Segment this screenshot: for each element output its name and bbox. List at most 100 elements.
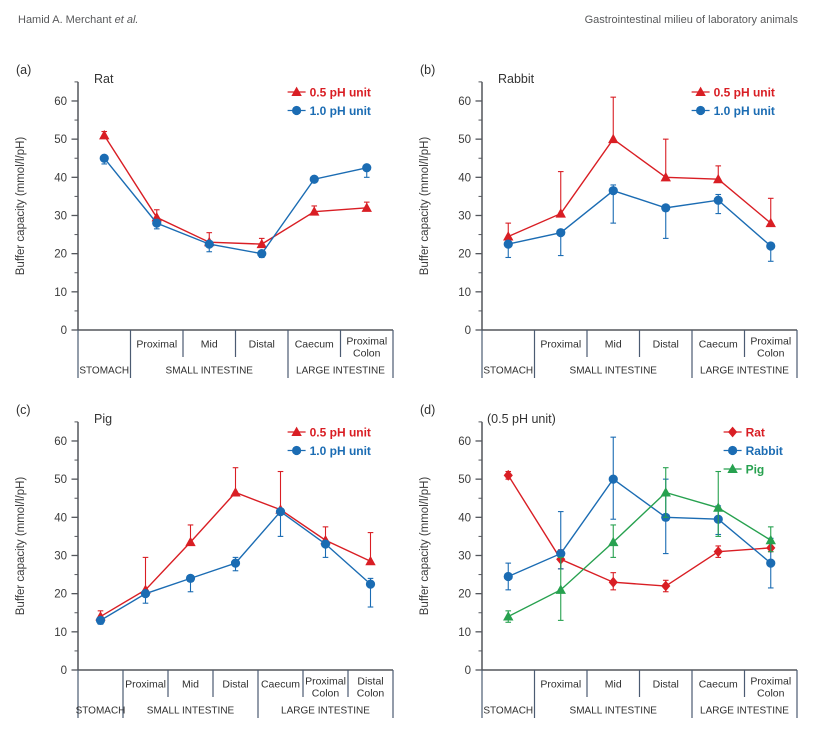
svg-text:Pig: Pig <box>746 463 765 477</box>
svg-text:Colon: Colon <box>757 688 785 700</box>
svg-text:10: 10 <box>54 287 67 299</box>
svg-text:0: 0 <box>61 665 67 677</box>
svg-text:Buffer capacity (mmol/l/pH): Buffer capacity (mmol/l/pH) <box>15 477 27 616</box>
svg-text:50: 50 <box>54 134 67 146</box>
svg-text:Mid: Mid <box>605 339 622 351</box>
svg-text:Caecum: Caecum <box>699 679 738 691</box>
svg-text:Proximal: Proximal <box>750 336 791 348</box>
svg-text:20: 20 <box>54 589 67 601</box>
svg-text:20: 20 <box>54 249 67 261</box>
svg-text:0: 0 <box>465 325 471 337</box>
svg-text:30: 30 <box>458 210 471 222</box>
svg-text:Colon: Colon <box>353 348 381 360</box>
svg-text:40: 40 <box>458 512 471 524</box>
chart-panel-d-comparison: (d) 0 10 20 30 40 50 60 Buffer capacity (mmol/l/… <box>412 394 810 732</box>
svg-text:SMALL INTESTINE: SMALL INTESTINE <box>147 706 235 717</box>
svg-text:SMALL INTESTINE: SMALL INTESTINE <box>570 366 658 377</box>
svg-text:LARGE INTESTINE: LARGE INTESTINE <box>281 706 370 717</box>
svg-text:(d): (d) <box>420 403 435 417</box>
chart-panel-a-rat: (a) 0 10 20 30 40 50 60 Buffer capacity (mmol/l/… <box>8 54 406 392</box>
svg-text:Proximal: Proximal <box>750 676 791 688</box>
svg-text:Distal: Distal <box>653 339 679 351</box>
svg-text:60: 60 <box>54 96 67 108</box>
svg-text:Distal: Distal <box>222 679 248 691</box>
chart-panel-b-rabbit: (b) 0 10 20 30 40 50 60 Buffer capacity (mmol/l/… <box>412 54 810 392</box>
svg-text:40: 40 <box>458 172 471 184</box>
svg-text:30: 30 <box>458 550 471 562</box>
svg-text:Proximal: Proximal <box>346 336 387 348</box>
svg-text:SMALL INTESTINE: SMALL INTESTINE <box>166 366 254 377</box>
author-name: Hamid A. Merchant <box>18 14 115 26</box>
svg-text:Distal: Distal <box>357 676 383 688</box>
svg-text:40: 40 <box>54 512 67 524</box>
svg-text:Proximal: Proximal <box>540 679 581 691</box>
chart-svg-c: (c) 0 10 20 30 40 50 60 Buffer capacity (mmol/l/… <box>15 403 394 718</box>
svg-text:30: 30 <box>54 210 67 222</box>
svg-text:0: 0 <box>465 665 471 677</box>
svg-text:Rabbit: Rabbit <box>746 444 783 458</box>
svg-text:50: 50 <box>458 134 471 146</box>
svg-text:Proximal: Proximal <box>136 339 177 351</box>
svg-text:60: 60 <box>458 96 471 108</box>
svg-text:Colon: Colon <box>357 688 385 700</box>
svg-text:Caecum: Caecum <box>261 679 300 691</box>
svg-text:Caecum: Caecum <box>295 339 334 351</box>
svg-text:Proximal: Proximal <box>540 339 581 351</box>
svg-text:20: 20 <box>458 589 471 601</box>
svg-text:0.5 pH unit: 0.5 pH unit <box>310 426 371 440</box>
svg-text:Buffer capacity (mmol/l/pH): Buffer capacity (mmol/l/pH) <box>419 477 431 616</box>
svg-text:1.0 pH unit: 1.0 pH unit <box>310 104 371 118</box>
running-head-title: Gastrointestinal milieu of laboratory an… <box>584 14 798 26</box>
svg-text:10: 10 <box>54 627 67 639</box>
svg-text:10: 10 <box>458 627 471 639</box>
svg-text:0.5 pH unit: 0.5 pH unit <box>310 86 371 100</box>
svg-text:Mid: Mid <box>182 679 199 691</box>
svg-text:LARGE INTESTINE: LARGE INTESTINE <box>700 706 789 717</box>
svg-text:Colon: Colon <box>312 688 340 700</box>
running-head-author: Hamid A. Merchant et al. <box>18 14 138 26</box>
svg-text:Pig: Pig <box>94 412 112 426</box>
svg-text:Colon: Colon <box>757 348 785 360</box>
svg-text:STOMACH: STOMACH <box>483 706 533 717</box>
svg-text:LARGE INTESTINE: LARGE INTESTINE <box>296 366 385 377</box>
svg-text:STOMACH: STOMACH <box>79 366 129 377</box>
svg-text:LARGE INTESTINE: LARGE INTESTINE <box>700 366 789 377</box>
svg-text:Distal: Distal <box>249 339 275 351</box>
svg-text:0.5 pH unit: 0.5 pH unit <box>714 86 775 100</box>
svg-text:Buffer capacity (mmol/l/pH): Buffer capacity (mmol/l/pH) <box>419 137 431 276</box>
svg-text:(c): (c) <box>16 403 31 417</box>
svg-text:Mid: Mid <box>201 339 218 351</box>
svg-text:50: 50 <box>54 474 67 486</box>
svg-text:1.0 pH unit: 1.0 pH unit <box>714 104 775 118</box>
svg-text:STOMACH: STOMACH <box>76 706 126 717</box>
svg-text:Mid: Mid <box>605 679 622 691</box>
svg-text:0: 0 <box>61 325 67 337</box>
svg-text:Distal: Distal <box>653 679 679 691</box>
svg-text:Proximal: Proximal <box>125 679 166 691</box>
svg-text:(a): (a) <box>16 63 31 77</box>
et-al-suffix: et al. <box>114 14 139 26</box>
chart-svg-d: (d) 0 10 20 30 40 50 60 Buffer capacity (mmol/l/… <box>419 403 798 718</box>
svg-text:60: 60 <box>458 436 471 448</box>
svg-text:50: 50 <box>458 474 471 486</box>
svg-text:40: 40 <box>54 172 67 184</box>
svg-text:Rat: Rat <box>94 72 114 86</box>
chart-panel-c-pig: (c) 0 10 20 30 40 50 60 Buffer capacity (mmol/l/… <box>8 394 406 732</box>
svg-text:(0.5 pH unit): (0.5 pH unit) <box>487 412 556 426</box>
svg-text:Proximal: Proximal <box>305 676 346 688</box>
svg-text:1.0 pH unit: 1.0 pH unit <box>310 444 371 458</box>
svg-text:20: 20 <box>458 249 471 261</box>
svg-text:SMALL INTESTINE: SMALL INTESTINE <box>570 706 658 717</box>
svg-text:Rat: Rat <box>746 426 765 440</box>
svg-text:60: 60 <box>54 436 67 448</box>
svg-text:(b): (b) <box>420 63 435 77</box>
svg-text:Caecum: Caecum <box>699 339 738 351</box>
svg-text:Buffer capacity (mmol/l/pH): Buffer capacity (mmol/l/pH) <box>15 137 27 276</box>
svg-text:Rabbit: Rabbit <box>498 72 535 86</box>
svg-text:STOMACH: STOMACH <box>483 366 533 377</box>
svg-text:10: 10 <box>458 287 471 299</box>
svg-text:30: 30 <box>54 550 67 562</box>
chart-svg-a: (a) 0 10 20 30 40 50 60 Buffer capacity (mmol/l/… <box>15 63 394 378</box>
chart-svg-b: (b) 0 10 20 30 40 50 60 Buffer capacity (mmol/l/… <box>419 63 798 378</box>
